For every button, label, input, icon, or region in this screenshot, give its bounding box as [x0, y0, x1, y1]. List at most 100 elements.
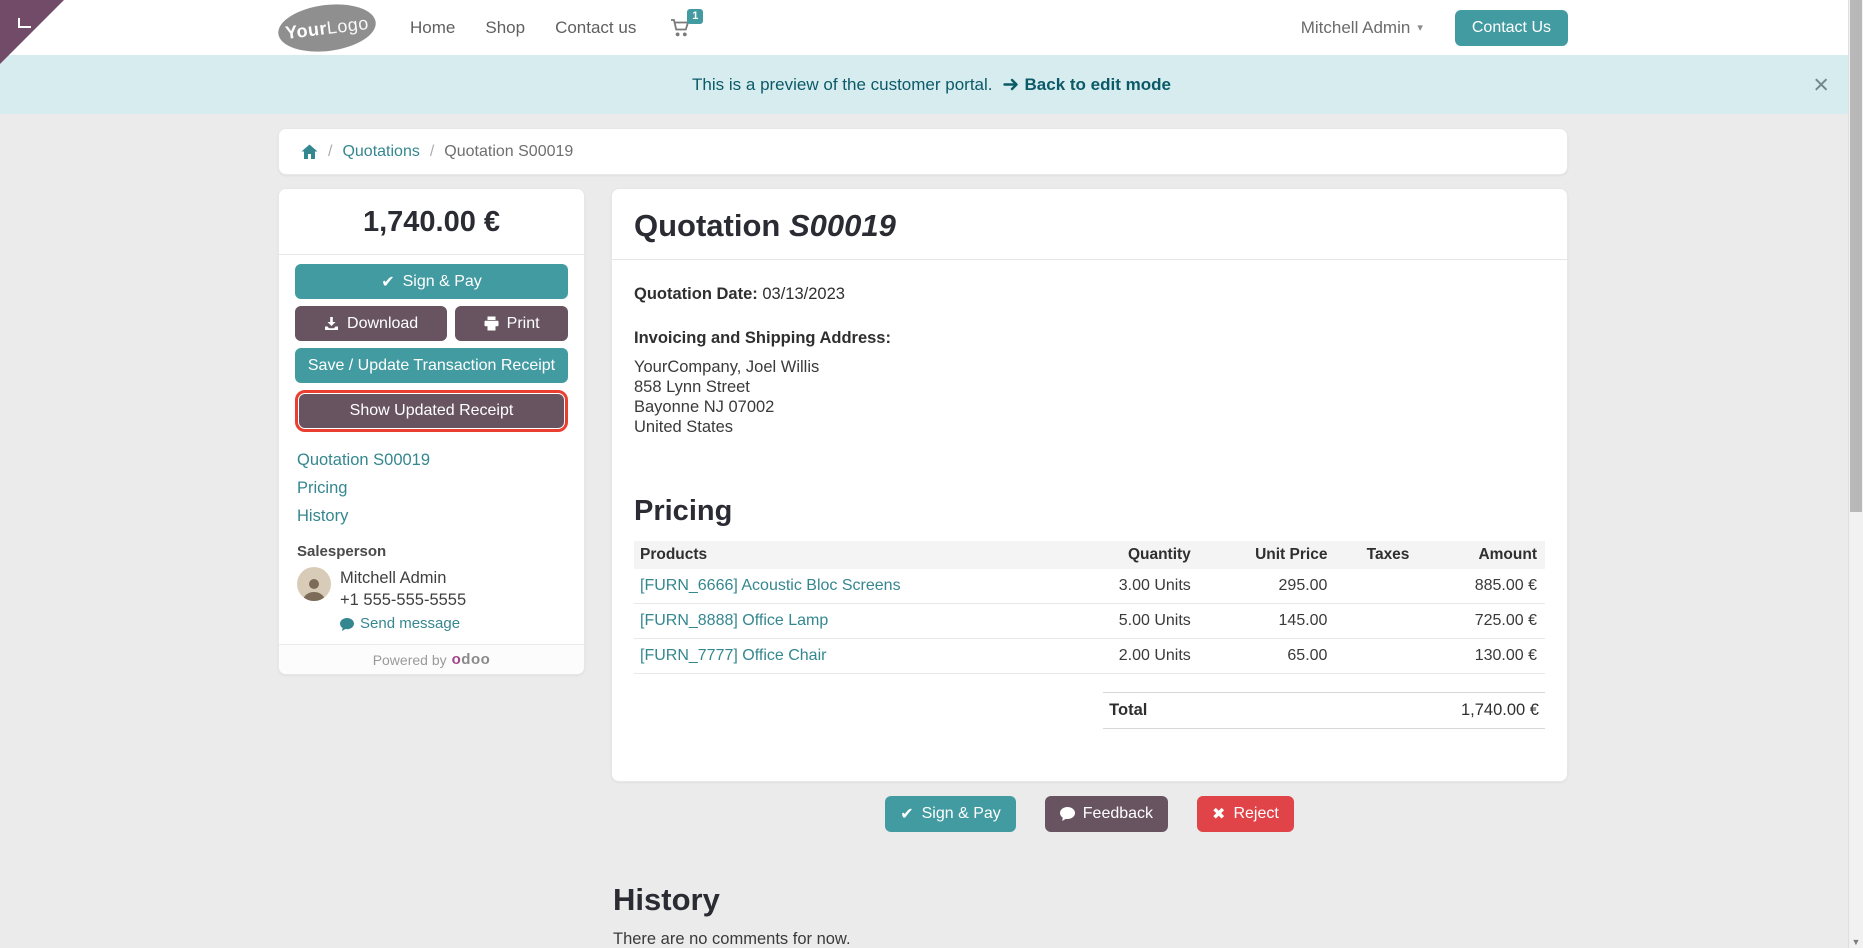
breadcrumb-quotations-link[interactable]: Quotations — [342, 142, 420, 160]
address-line: YourCompany, Joel Willis — [634, 358, 820, 376]
nav-item-contact-us[interactable]: Contact us — [555, 17, 637, 37]
history-empty-message: There are no comments for now. — [613, 930, 851, 948]
quotation-actions: ✔ Sign & Pay Feedback ✖ Reject — [611, 796, 1568, 832]
banner-close-button[interactable]: × — [1813, 69, 1829, 99]
quotation-date: Quotation Date: 03/13/2023 — [634, 285, 1545, 304]
quotation-date-label: Quotation Date: — [634, 285, 758, 303]
save-update-transaction-receipt-button[interactable]: Save / Update Transaction Receipt — [295, 348, 568, 383]
product-link[interactable]: [FURN_8888] Office Lamp — [640, 612, 829, 629]
product-link[interactable]: [FURN_7777] Office Chair — [640, 647, 827, 664]
sidebar-link-pricing[interactable]: Pricing — [297, 479, 348, 497]
salesperson-avatar — [297, 567, 331, 601]
download-button[interactable]: Download — [295, 306, 448, 341]
download-icon — [324, 316, 339, 331]
edit-mode-corner-ribbon[interactable] — [0, 0, 64, 64]
breadcrumb-separator: / — [429, 142, 435, 160]
breadcrumb-home-link[interactable] — [301, 144, 318, 160]
cart-icon — [670, 18, 691, 38]
speech-bubble-icon — [340, 617, 354, 631]
col-header-products: Products — [634, 541, 1063, 569]
divider — [279, 254, 584, 255]
main-nav: Home Shop Contact us — [410, 18, 636, 38]
pricing-table: Products Quantity Unit Price Taxes Amoun… — [634, 541, 1545, 674]
quotation-date-value: 03/13/2023 — [762, 285, 845, 303]
breadcrumb-separator: / — [328, 142, 333, 160]
logo-text-bold: Your — [284, 17, 328, 43]
reject-button[interactable]: ✖ Reject — [1197, 796, 1294, 832]
breadcrumb: / Quotations / Quotation S00019 — [278, 128, 1568, 175]
salesperson-section: Salesperson Mitchell Admin +1 555-555-55… — [279, 526, 584, 637]
print-label: Print — [506, 314, 540, 332]
sign-and-pay-bottom-button[interactable]: ✔ Sign & Pay — [885, 796, 1016, 832]
sidebar-link-quotation[interactable]: Quotation S00019 — [297, 451, 431, 469]
feedback-button[interactable]: Feedback — [1044, 796, 1169, 832]
send-message-link[interactable]: Send message — [340, 613, 460, 635]
cart-badge: 1 — [687, 8, 704, 24]
logo-text-light: Logo — [325, 11, 370, 37]
quotation-number: S00019 — [788, 208, 896, 243]
salesperson-phone: +1 555-555-5555 — [340, 591, 467, 609]
quotation-card: Quotation S00019 Quotation Date: 03/13/2… — [611, 188, 1568, 782]
total-row: Total 1,740.00 € — [1103, 692, 1545, 729]
quotation-title: Quotation S00019 — [634, 208, 896, 243]
sidebar-link-history[interactable]: History — [297, 507, 349, 525]
sidebar-nav-links: Quotation S00019 Pricing History — [279, 432, 584, 526]
sidebar-buttons: ✔ Sign & Pay Download — [279, 255, 584, 432]
page-scrollbar[interactable]: ▼ — [1848, 0, 1863, 948]
table-row: [FURN_6666] Acoustic Bloc Screens 3.00 U… — [634, 569, 1545, 604]
x-icon: ✖ — [1212, 806, 1226, 823]
user-name: Mitchell Admin — [1300, 17, 1411, 37]
address-line: United States — [634, 418, 734, 436]
quantity-cell: 3.00 Units — [1062, 569, 1199, 604]
history-section: History There are no comments for now. — [611, 882, 1568, 948]
main-column: Quotation S00019 Quotation Date: 03/13/2… — [611, 188, 1568, 948]
divider — [612, 259, 1567, 260]
pricing-table-header-row: Products Quantity Unit Price Taxes Amoun… — [634, 541, 1545, 569]
quotation-total-amount: 1,740.00 € — [362, 206, 501, 238]
address-block: YourCompany, Joel Willis 858 Lynn Street… — [634, 357, 1545, 437]
highlight-outline: Show Updated Receipt — [295, 390, 568, 432]
address-label: Invoicing and Shipping Address: — [634, 329, 891, 347]
cart-button[interactable]: 1 — [670, 8, 704, 38]
address-line: Bayonne NJ 07002 — [634, 398, 775, 416]
scrollbar-thumb[interactable] — [1850, 0, 1862, 512]
table-row: [FURN_8888] Office Lamp 5.00 Units 145.0… — [634, 603, 1545, 639]
salesperson-label: Salesperson — [297, 543, 387, 560]
pricing-section-title: Pricing — [634, 495, 733, 527]
amount-cell: 725.00 € — [1417, 603, 1545, 639]
quantity-cell: 2.00 Units — [1062, 638, 1199, 674]
content-container: / Quotations / Quotation S00019 1,740.00… — [278, 128, 1568, 948]
show-updated-receipt-button[interactable]: Show Updated Receipt — [299, 394, 564, 428]
check-icon: ✔ — [900, 806, 914, 823]
user-menu[interactable]: Mitchell Admin ▾ — [1301, 18, 1423, 38]
home-icon — [301, 144, 318, 160]
nav-item-home[interactable]: Home — [410, 17, 456, 37]
nav-item-shop[interactable]: Shop — [485, 17, 526, 37]
header-right: Mitchell Admin ▾ Contact Us — [1301, 9, 1568, 46]
print-button[interactable]: Print — [455, 306, 568, 341]
arrow-right-icon — [1002, 78, 1019, 91]
col-header-taxes: Taxes — [1335, 541, 1418, 569]
company-logo[interactable]: Your Logo — [275, 0, 379, 57]
col-header-amount: Amount — [1417, 541, 1545, 569]
send-message-label: Send message — [360, 615, 461, 632]
col-header-quantity: Quantity — [1062, 541, 1199, 569]
sign-and-pay-button[interactable]: ✔ Sign & Pay — [295, 264, 568, 299]
scrollbar-down-arrow[interactable]: ▼ — [1851, 937, 1861, 947]
col-header-unit-price: Unit Price — [1198, 541, 1336, 569]
chevron-down-icon: ▾ — [1417, 22, 1423, 34]
quantity-cell: 5.00 Units — [1062, 603, 1199, 639]
preview-banner-message: This is a preview of the customer portal… — [692, 74, 993, 94]
odoo-logo[interactable]: odoo — [451, 651, 491, 668]
table-row: [FURN_7777] Office Chair 2.00 Units 65.0… — [634, 638, 1545, 674]
reject-label: Reject — [1233, 805, 1279, 822]
product-link[interactable]: [FURN_6666] Acoustic Bloc Screens — [640, 577, 901, 594]
quotation-sidebar: 1,740.00 € ✔ Sign & Pay — [278, 188, 585, 675]
breadcrumb-current: Quotation S00019 — [444, 142, 574, 160]
taxes-cell — [1335, 569, 1418, 604]
powered-by-text: Powered by — [372, 651, 447, 668]
back-to-edit-mode-link[interactable]: Back to edit mode — [1024, 74, 1171, 94]
contact-us-button[interactable]: Contact Us — [1454, 9, 1568, 46]
corner-edit-icon — [18, 18, 31, 28]
